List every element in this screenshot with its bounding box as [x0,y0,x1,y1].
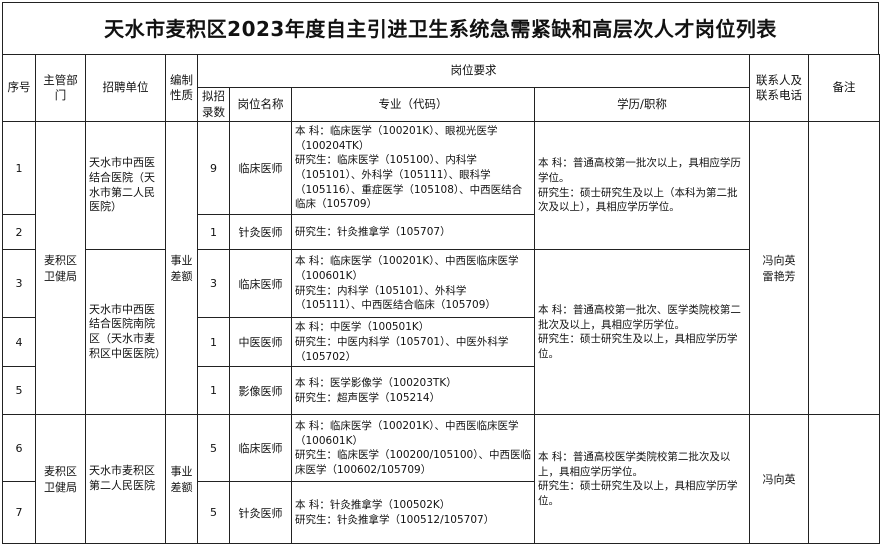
contact-cell: 冯向英 雷艳芳 [749,121,809,416]
seq-cell: 3 [2,249,36,319]
major-cell: 本 科：医学影像学（100203TK） 研究生：超声医学（105214） [291,366,535,416]
page-title: 天水市麦积区2023年度自主引进卫生系统急需紧缺和高层次人才岗位列表 [2,2,879,54]
unit-cell: 天水市中西医结合医院南院区（天水市麦积区中医医院） [85,249,166,416]
header-education: 学历/职称 [534,86,750,123]
table-row: 3 天水市中西医结合医院南院区（天水市麦积区中医医院） 3 临床医师 本 科：临… [2,249,880,416]
position-cell: 影像医师 [229,366,292,416]
major-cell: 本 科：临床医学（100201K）、眼视光医学（100204TK） 研究生：临床… [291,121,535,216]
education-cell: 本 科：普通高校第一批次以上，具相应学历学位。 研究生：硕士研究生及以上（本科为… [534,121,750,251]
count-cell: 1 [197,366,230,416]
header-seq: 序号 [2,53,36,123]
major-cell: 本 科：中医学（100501K） 研究生：中医内科学（105701）、中医外科学… [291,317,535,368]
count-cell: 5 [197,481,230,544]
header-unit: 招聘单位 [85,53,166,123]
position-cell: 临床医师 [229,249,292,319]
seq-cell: 5 [2,366,36,416]
major-cell: 本 科：针灸推拿学（100502K） 研究生：针灸推拿学（100512/1057… [291,481,535,544]
header-count: 拟招录数 [197,86,230,123]
table-row: 7 5 针灸医师 本 科：针灸推拿学（100502K） 研究生：针灸推拿学（10… [2,481,880,544]
major-cell: 本 科：临床医学（100201K）、中西医临床医学（100601K） 研究生：临… [291,414,535,483]
unit-cell: 天水市中西医结合医院（天水市第二人民医院） [85,121,166,251]
nature-cell: 事业差额 [165,121,198,416]
unit-cell: 天水市麦积区第二人民医院 [85,414,166,544]
dept-cell: 麦积区卫健局 [35,121,86,416]
header-nature: 编制性质 [165,53,198,123]
seq-cell: 2 [2,214,36,251]
position-cell: 临床医师 [229,121,292,216]
header-major: 专业（代码） [291,86,535,123]
table-row: 5 1 影像医师 本 科：医学影像学（100203TK） 研究生：超声医学（10… [2,366,880,416]
table-row: 2 1 针灸医师 研究生：针灸推拿学（105707） [2,214,880,251]
education-cell: 本 科：普通高校第一批次、医学类院校第二批次及以上，具相应学历学位。 研究生：硕… [534,249,750,416]
count-cell: 3 [197,249,230,319]
header-contact: 联系人及联系电话 [749,53,809,123]
table-row: 6 麦积区卫健局 天水市麦积区第二人民医院 事业差额 5 临床医师 本 科：临床… [2,414,880,544]
table-row: 4 1 中医医师 本 科：中医学（100501K） 研究生：中医内科学（1057… [2,317,880,368]
position-cell: 针灸医师 [229,214,292,251]
header-requirements: 岗位要求 [197,54,750,88]
table-row: 1 麦积区卫健局 天水市中西医结合医院（天水市第二人民医院） 事业差额 9 临床… [2,121,880,416]
remark-cell [808,121,880,416]
count-cell: 5 [197,414,230,483]
positions-table: 序号 主管部门 招聘单位 编制性质 岗位要求 联系人及联系电话 备注 拟招录数 … [2,53,880,544]
position-cell: 临床医师 [229,414,292,483]
position-cell: 针灸医师 [229,481,292,544]
count-cell: 9 [197,121,230,216]
dept-cell: 麦积区卫健局 [35,414,86,544]
major-cell: 本 科：临床医学（100201K）、中西医临床医学（100601K） 研究生：内… [291,249,535,319]
position-cell: 中医医师 [229,317,292,368]
header-dept: 主管部门 [35,53,86,123]
remark-cell [808,414,880,544]
seq-cell: 1 [2,121,36,216]
contact-cell: 冯向英 [749,414,809,544]
nature-cell: 事业差额 [165,414,198,544]
seq-cell: 4 [2,317,36,368]
education-cell: 本 科：普通高校医学类院校第二批次及以上，具相应学历学位。 研究生：硕士研究生及… [534,414,750,544]
count-cell: 1 [197,214,230,251]
seq-cell: 7 [2,481,36,544]
header-position: 岗位名称 [229,86,292,123]
seq-cell: 6 [2,414,36,483]
header-remark: 备注 [808,53,880,123]
major-cell: 研究生：针灸推拿学（105707） [291,214,535,251]
count-cell: 1 [197,317,230,368]
